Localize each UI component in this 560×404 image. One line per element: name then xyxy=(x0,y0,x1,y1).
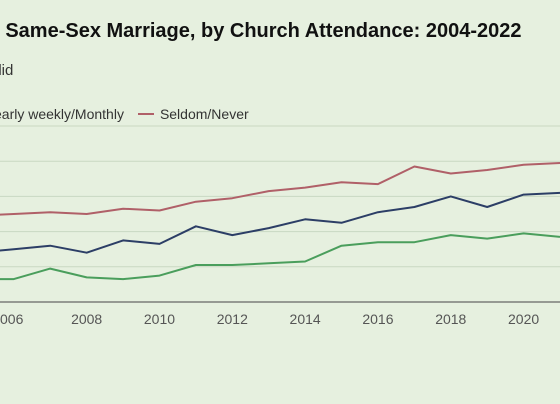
x-tick-label: 2020 xyxy=(508,311,539,327)
series-line-2 xyxy=(0,191,560,254)
x-axis-ticks: 006 2008 2010 2012 2014 2016 2018 2020 xyxy=(0,311,539,327)
x-tick-label: 2012 xyxy=(217,311,248,327)
legend-swatch-seldom-never xyxy=(137,113,154,115)
chart-title: r Same-Sex Marriage, by Church Attendanc… xyxy=(0,20,522,42)
x-tick-label: 2008 xyxy=(71,311,102,327)
legend-item-weekly-monthly: early weekly/Monthly xyxy=(0,106,124,122)
legend-item-seldom-never: Seldom/Never xyxy=(137,106,249,122)
x-tick-label: 2016 xyxy=(362,311,393,327)
series-line-3 xyxy=(0,232,560,281)
x-tick-label: 006 xyxy=(0,311,24,327)
x-tick-label: 2010 xyxy=(144,311,175,327)
x-tick-label: 2014 xyxy=(290,311,321,327)
legend-label-seldom-never: Seldom/Never xyxy=(159,106,249,122)
x-tick-label: 2018 xyxy=(435,311,466,327)
chart-legend: early weekly/Monthly Seldom/Never xyxy=(0,106,263,122)
series-line-1 xyxy=(0,162,560,216)
legend-label-weekly-monthly: early weekly/Monthly xyxy=(0,106,124,122)
series-layer xyxy=(0,162,560,281)
grid-layer xyxy=(0,125,560,303)
chart-subtitle: alid xyxy=(0,62,14,79)
